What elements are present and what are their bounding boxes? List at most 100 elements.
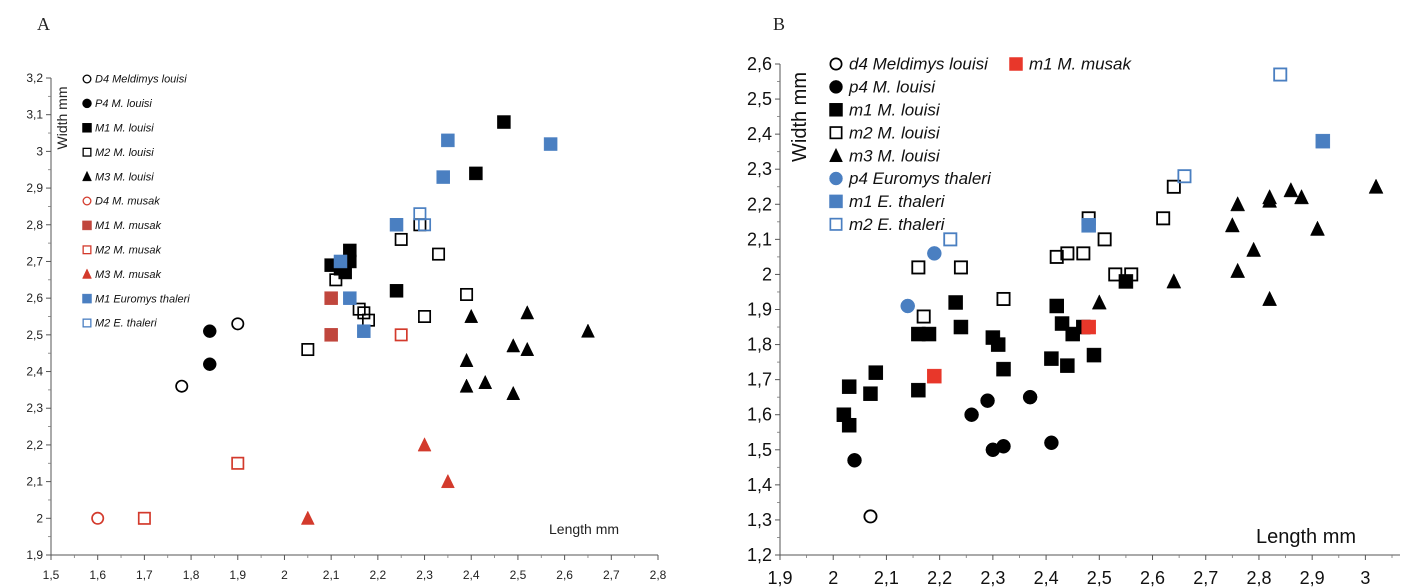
series-p4-euromys-thaleri xyxy=(900,246,942,314)
data-point xyxy=(953,319,969,335)
data-point xyxy=(1246,241,1262,257)
x-tick-label: 2,5 xyxy=(1087,568,1112,588)
legend-item-m1-m-musak: M1 M. musak xyxy=(82,220,162,232)
data-point xyxy=(1097,232,1112,247)
legend-label: M2 M. musak xyxy=(95,244,162,256)
chart-panel-a: 1,9 2 2,1 2,2 2,3 2,4 2,5 2,6 2,7 2,8 2,9 3 3,1 3,2 1,… xyxy=(26,71,666,582)
data-point xyxy=(990,337,1006,352)
legend-item-d4-meldimys-louisi: d4 Meldimys louisi xyxy=(829,55,989,74)
legend-marker xyxy=(82,147,92,157)
x-tick-label: 1,6 xyxy=(89,568,106,582)
data-point xyxy=(324,328,338,342)
y-tick-label: 2,8 xyxy=(26,218,43,232)
legend-label: m1 M. louisi xyxy=(849,100,941,119)
data-point xyxy=(418,310,432,324)
legend-label: m2 M. louisi xyxy=(849,123,941,142)
data-point xyxy=(927,246,942,261)
data-point xyxy=(300,510,315,525)
data-point xyxy=(1022,389,1038,405)
legend-item-m2-m-louisi: M2 M. louisi xyxy=(82,147,154,159)
data-point xyxy=(1230,262,1246,278)
legend-marker xyxy=(829,103,843,117)
legend-marker xyxy=(82,196,92,206)
legend-label: p4 Euromys thaleri xyxy=(848,169,992,188)
panel-label-b: B xyxy=(773,14,785,34)
data-point xyxy=(357,324,371,338)
data-point xyxy=(506,338,521,353)
data-point xyxy=(203,357,217,371)
legend-marker xyxy=(829,217,843,231)
legend-marker xyxy=(82,268,92,279)
legend-marker xyxy=(829,80,843,94)
legend-label: M2 M. louisi xyxy=(95,147,154,159)
data-point xyxy=(581,323,595,338)
legend-item-m2-e-thaleri: m2 E. thaleri xyxy=(829,215,946,234)
series-m1-e-thaleri xyxy=(1081,133,1331,233)
data-point xyxy=(921,326,937,342)
data-point xyxy=(953,260,968,275)
series-p4-m-louisi xyxy=(847,389,1059,468)
series-m1-m-musak xyxy=(324,291,338,342)
y-tick-label: 2,3 xyxy=(26,401,43,415)
data-point xyxy=(1081,319,1096,335)
series-m1-m-louisi xyxy=(324,115,511,298)
legend-item-m2-e-thaleri: M2 E. thaleri xyxy=(82,318,157,330)
legend-item-m3-m-musak: M3 M. musak xyxy=(82,268,162,281)
legend-marker xyxy=(82,245,92,255)
x-tick-label: 2,3 xyxy=(980,568,1005,588)
y-tick-label: 1,7 xyxy=(747,370,772,390)
x-tick-label: 2,1 xyxy=(323,568,340,582)
data-point xyxy=(413,218,427,232)
data-point xyxy=(943,232,958,247)
legend-item-m3-m-louisi: m3 M. louisi xyxy=(829,146,941,165)
series-m3-m-louisi xyxy=(459,305,595,400)
data-point xyxy=(441,133,455,148)
x-tick-label: 2,5 xyxy=(510,568,527,582)
data-point xyxy=(868,365,884,380)
y-tick-label: 1,3 xyxy=(747,510,772,530)
y-tick-label: 3,1 xyxy=(26,108,43,122)
x-tick-label: 2,6 xyxy=(556,568,573,582)
data-point xyxy=(863,386,878,401)
legend-marker xyxy=(829,126,843,140)
legend-marker xyxy=(82,74,92,84)
y-tick-label: 2,1 xyxy=(747,229,772,249)
data-point xyxy=(543,137,558,151)
data-point xyxy=(1049,249,1064,264)
y-tick-label: 2,9 xyxy=(26,181,43,195)
x-tick-label: 2,4 xyxy=(1034,568,1059,588)
data-point xyxy=(231,317,245,331)
data-point xyxy=(980,393,995,408)
series-m1-m-musak xyxy=(927,319,1096,384)
data-point xyxy=(847,453,862,468)
data-point xyxy=(417,437,432,452)
data-point xyxy=(231,456,245,470)
data-point xyxy=(301,343,315,357)
y-tick-label: 2,7 xyxy=(26,254,43,268)
legend-item-d4-meldimys-louisi: D4 Meldimys louisi xyxy=(82,74,187,86)
x-tick-label: 1,9 xyxy=(229,568,246,582)
data-point xyxy=(1224,217,1240,233)
data-point xyxy=(1273,67,1288,82)
data-point xyxy=(497,115,511,129)
series-m2-e-thaleri xyxy=(413,207,432,232)
series-m3-m-musak xyxy=(300,437,455,525)
y-tick-label: 1,2 xyxy=(747,545,772,565)
series-m3-m-louisi xyxy=(1091,178,1384,310)
x-tick-label: 2,2 xyxy=(927,568,952,588)
data-point xyxy=(1262,189,1278,205)
data-point xyxy=(1076,246,1091,261)
y-tick-label: 2,3 xyxy=(747,159,772,179)
data-point xyxy=(506,385,521,400)
data-point xyxy=(436,170,450,184)
data-point xyxy=(863,509,878,524)
data-point xyxy=(1124,267,1139,282)
series-d4-meldimys-louisi xyxy=(863,509,878,524)
data-point xyxy=(996,361,1011,377)
legend-label: M1 M. louisi xyxy=(95,122,154,134)
legend-item-m2-m-musak: M2 M. musak xyxy=(82,244,162,256)
data-point xyxy=(520,305,535,320)
legend-item-m2-m-louisi: m2 M. louisi xyxy=(829,123,941,142)
legend-item-m1-m-louisi: m1 M. louisi xyxy=(829,100,941,119)
